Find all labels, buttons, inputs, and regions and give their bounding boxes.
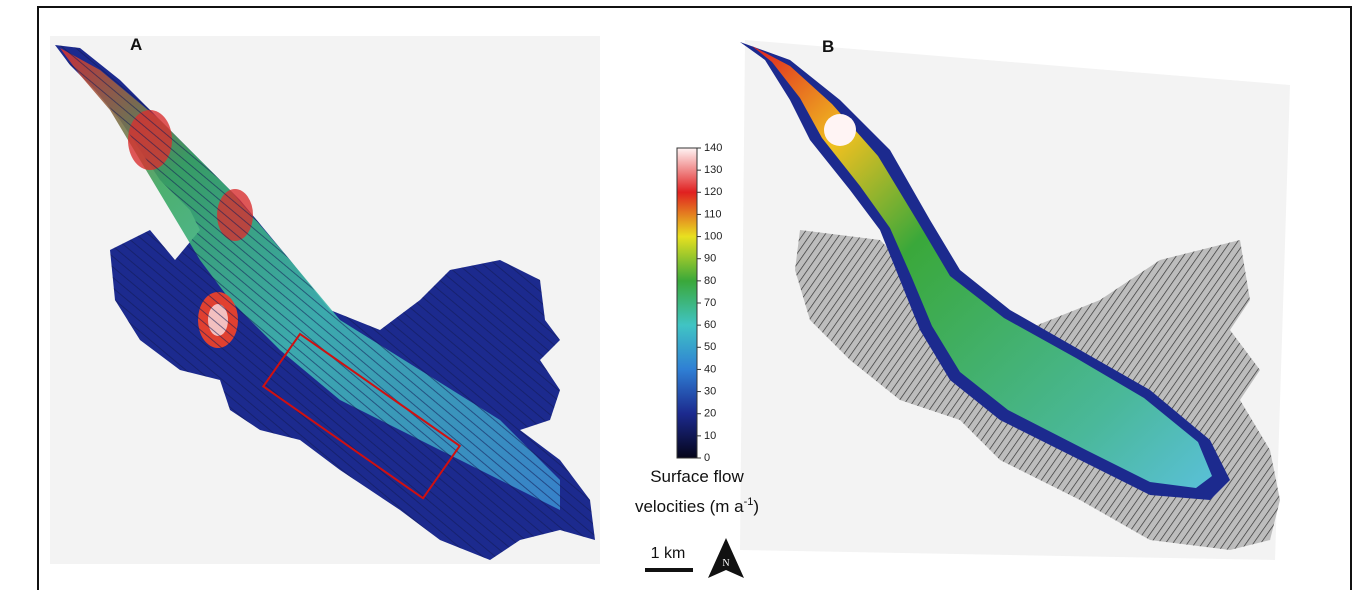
colorbar-tick-label: 100 bbox=[704, 230, 722, 242]
colorbar-title-end: ) bbox=[753, 497, 759, 516]
colorbar-tick-label: 90 bbox=[704, 253, 716, 265]
scale-bar-label: 1 km bbox=[651, 545, 686, 562]
panel-a: A bbox=[50, 35, 600, 564]
scale-bar: 1 km bbox=[645, 545, 693, 572]
colorbar-tick-label: 110 bbox=[704, 208, 722, 220]
colorbar-tick-label: 30 bbox=[704, 385, 716, 397]
colorbar-tick-label: 50 bbox=[704, 341, 716, 353]
colorbar-title: velocities (m a-1) bbox=[635, 496, 759, 516]
colorbar-tick-label: 0 bbox=[704, 452, 710, 464]
colorbar-title-text: velocities (m a bbox=[635, 497, 744, 516]
north-arrow-label: N bbox=[722, 558, 729, 569]
colorbar: Surface flow velocities (m a-1) 0 10 20 30 4… bbox=[635, 142, 759, 516]
colorbar-tick-label: 80 bbox=[704, 275, 716, 287]
colorbar-title: Surface flow bbox=[650, 467, 744, 486]
panel-b: B bbox=[740, 37, 1290, 560]
scale-bar-line bbox=[645, 568, 693, 572]
colorbar-tick-label: 70 bbox=[704, 297, 716, 309]
colorbar-tick-label: 140 bbox=[704, 142, 722, 154]
colorbar-ramp bbox=[677, 148, 697, 458]
colorbar-tick-label: 20 bbox=[704, 408, 716, 420]
north-arrow: N bbox=[708, 538, 744, 578]
fast-zone-core bbox=[824, 114, 856, 146]
panel-label: A bbox=[130, 35, 142, 54]
colorbar-title-sup: -1 bbox=[744, 496, 754, 508]
figure: A B Surface flow velocities (m a-1) 0 10 2… bbox=[0, 0, 1358, 590]
panel-label: B bbox=[822, 37, 834, 56]
colorbar-tick-label: 10 bbox=[704, 430, 716, 442]
colorbar-tick-label: 120 bbox=[704, 186, 722, 198]
colorbar-tick-label: 60 bbox=[704, 319, 716, 331]
colorbar-tick-label: 40 bbox=[704, 363, 716, 375]
colorbar-tick-label: 130 bbox=[704, 164, 722, 176]
